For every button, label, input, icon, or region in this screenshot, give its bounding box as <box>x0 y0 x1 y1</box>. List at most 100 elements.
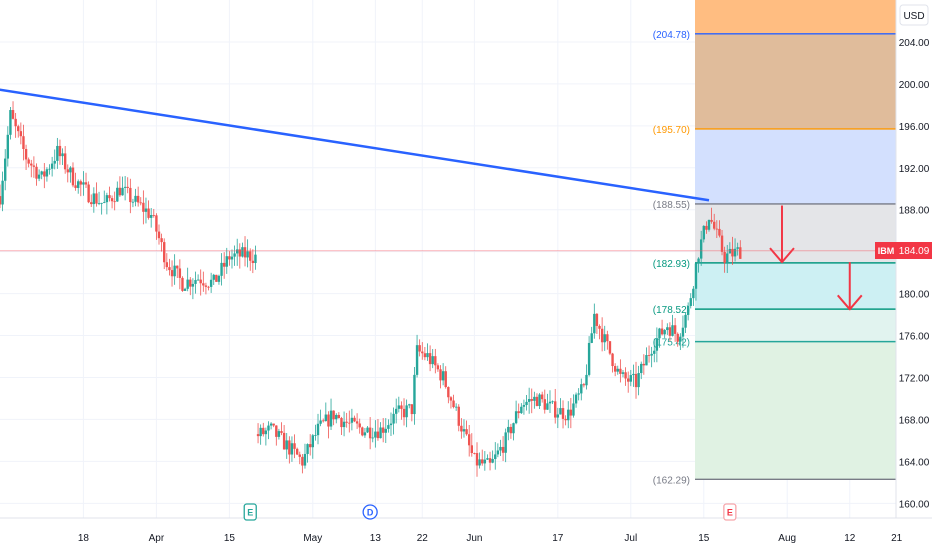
candle-body <box>40 171 43 175</box>
candle-body <box>551 401 554 403</box>
candle-body <box>731 248 734 257</box>
candle-body <box>350 417 354 423</box>
fib-levels[interactable]: (204.78) (195.70) (188.55) (182.93) (178.52)… <box>653 30 896 487</box>
candle-body <box>123 186 127 188</box>
candle-body <box>632 373 635 376</box>
candle-body <box>131 201 135 203</box>
candle-body <box>32 165 36 167</box>
earnings-icon[interactable] <box>723 503 737 521</box>
event-marker[interactable]: D <box>362 504 378 520</box>
candle-body <box>368 427 372 439</box>
candle-body <box>319 420 322 424</box>
event-marker[interactable]: E <box>723 503 737 521</box>
candle-body <box>139 202 142 204</box>
candles <box>0 101 742 477</box>
candle-body <box>306 444 309 454</box>
candle-body <box>222 262 226 267</box>
candle-body <box>650 353 653 356</box>
candle-body <box>408 404 411 406</box>
y-tick-label: 180.00 <box>899 290 930 301</box>
candle-body <box>587 342 591 375</box>
candle-body <box>264 430 268 435</box>
dividend-icon[interactable] <box>362 504 378 520</box>
candle-body <box>684 314 687 328</box>
y-tick-label: 192.00 <box>899 164 930 175</box>
candle-body <box>0 196 2 205</box>
candle-body <box>288 440 291 455</box>
candle-body <box>241 247 244 257</box>
candle-body <box>681 327 685 337</box>
candle-body <box>113 201 116 203</box>
candle-body <box>82 182 85 185</box>
x-tick-label: 21 <box>891 533 903 544</box>
candle-body <box>332 410 335 420</box>
down-arrow-head[interactable] <box>836 294 863 311</box>
candle-body <box>233 253 236 257</box>
candle-body <box>452 400 455 408</box>
candle-body <box>329 410 333 427</box>
last-price-badge <box>897 242 932 259</box>
candle-body <box>308 444 312 448</box>
candle-body <box>311 435 314 448</box>
candle-body <box>45 169 49 177</box>
candle-body <box>363 432 367 436</box>
candle-body <box>640 363 643 374</box>
candle-body <box>400 405 403 409</box>
candle-body <box>196 279 200 281</box>
down-arrow-head[interactable] <box>769 247 795 264</box>
candle-body <box>702 225 705 240</box>
candle-body <box>355 421 359 424</box>
candle-body <box>478 459 481 466</box>
candle-body <box>694 263 698 289</box>
candle-body <box>243 247 247 258</box>
candle-body <box>538 394 541 406</box>
time-axis[interactable]: 18 Apr 15 May 13 22 Jun 17 Jul 15 Aug 12 21 <box>0 517 932 550</box>
candle-body <box>449 397 453 401</box>
candle-body <box>272 423 275 426</box>
candle-body <box>110 198 114 202</box>
arrows[interactable] <box>769 205 863 311</box>
candle-body <box>483 459 487 464</box>
candle-body <box>629 375 633 382</box>
candle-body <box>230 256 234 260</box>
event-marker[interactable]: E <box>243 503 257 521</box>
last-price-label: 184.09 <box>899 246 930 257</box>
x-tick-label: Jul <box>624 533 637 544</box>
event-marker-label: E <box>727 508 733 518</box>
candle-body <box>316 423 320 436</box>
candle-body <box>228 256 231 260</box>
candle-body <box>116 187 119 202</box>
candle-body <box>262 427 265 435</box>
candle-body <box>728 248 732 254</box>
fib-zone <box>695 203 896 263</box>
candle-body <box>92 193 96 205</box>
candle-body <box>608 341 612 354</box>
x-tick-label: Jun <box>466 533 482 544</box>
trendline-group[interactable] <box>0 88 710 202</box>
fib-level-label: (182.93) <box>653 259 690 270</box>
trendline[interactable] <box>0 88 710 202</box>
candle-body <box>199 279 202 284</box>
candle-body <box>595 313 599 326</box>
fib-zone <box>695 341 896 480</box>
candle-body <box>61 153 64 157</box>
candle-body <box>447 387 450 398</box>
candle-body <box>418 345 421 352</box>
candle-body <box>282 432 286 450</box>
candle-body <box>611 353 614 367</box>
candle-body <box>522 405 526 407</box>
earnings-icon[interactable] <box>243 503 257 521</box>
candle-body <box>668 327 672 336</box>
candle-body <box>697 258 700 264</box>
candle-body <box>217 275 221 282</box>
candle-body <box>14 118 17 127</box>
candle-body <box>178 268 182 278</box>
currency-label: USD <box>903 11 924 22</box>
candle-body <box>189 279 192 287</box>
currency-badge[interactable] <box>899 4 929 26</box>
candle-body <box>204 285 208 287</box>
candle-body <box>298 454 301 457</box>
